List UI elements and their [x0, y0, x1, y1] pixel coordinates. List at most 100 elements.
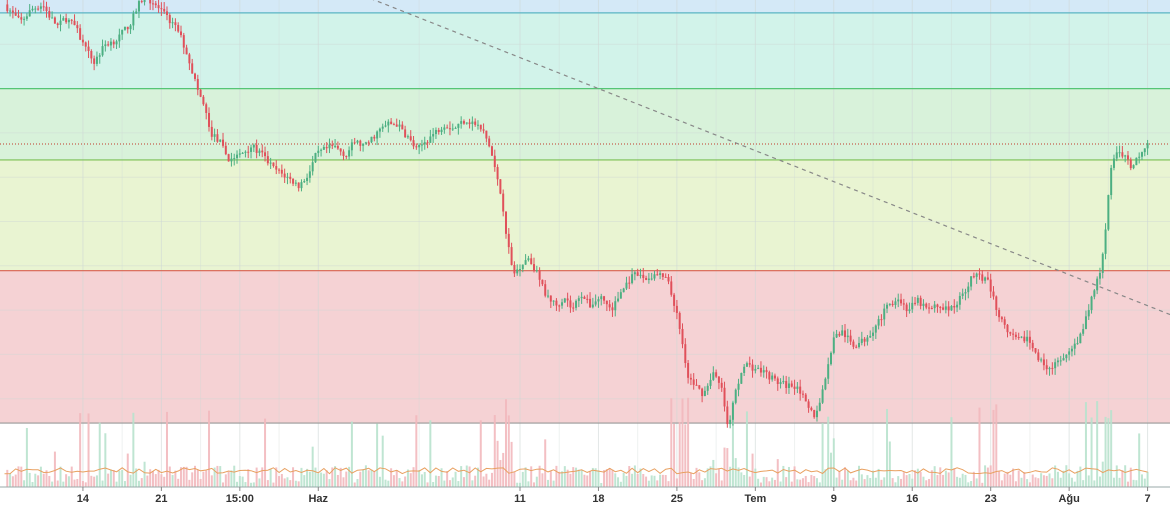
candle-body-73[interactable]	[210, 126, 213, 137]
candle-body-46[interactable]	[135, 11, 138, 14]
candle-body-241[interactable]	[681, 328, 684, 345]
candle-body-44[interactable]	[129, 25, 132, 30]
candle-body-403[interactable]	[1135, 157, 1138, 166]
candle-body-229[interactable]	[647, 278, 650, 280]
candle-body-27[interactable]	[81, 39, 84, 43]
candle-body-1[interactable]	[9, 10, 12, 12]
candle-body-312[interactable]	[880, 319, 883, 321]
candle-body-292[interactable]	[824, 378, 827, 390]
candle-body-189[interactable]	[535, 270, 538, 272]
candle-body-388[interactable]	[1093, 290, 1096, 297]
candle-body-157[interactable]	[446, 127, 449, 129]
candle-body-266[interactable]	[751, 364, 754, 371]
candle-body-245[interactable]	[692, 379, 695, 385]
candle-body-161[interactable]	[457, 123, 460, 128]
candle-body-209[interactable]	[591, 304, 594, 308]
candle-body-295[interactable]	[832, 337, 835, 353]
candle-body-56[interactable]	[163, 8, 166, 12]
candle-body-316[interactable]	[891, 303, 894, 306]
candle-body-205[interactable]	[580, 296, 583, 299]
candle-body-397[interactable]	[1118, 152, 1121, 154]
candle-body-253[interactable]	[715, 372, 718, 377]
candle-body-43[interactable]	[126, 26, 129, 30]
candle-body-20[interactable]	[62, 18, 65, 21]
candle-body-12[interactable]	[39, 6, 42, 9]
candle-body-344[interactable]	[970, 276, 973, 287]
candle-body-76[interactable]	[219, 139, 222, 142]
candle-body-244[interactable]	[689, 377, 692, 380]
candle-body-102[interactable]	[292, 178, 295, 184]
candle-body-392[interactable]	[1104, 229, 1107, 254]
candle-body-390[interactable]	[1098, 272, 1101, 279]
candle-body-274[interactable]	[773, 375, 776, 379]
candle-body-4[interactable]	[17, 15, 20, 18]
candle-body-109[interactable]	[311, 162, 314, 172]
candle-body-84[interactable]	[241, 152, 244, 154]
candle-body-348[interactable]	[981, 274, 984, 281]
candle-body-263[interactable]	[743, 366, 746, 373]
candle-body-195[interactable]	[552, 300, 555, 302]
candle-body-71[interactable]	[205, 104, 208, 113]
candle-body-277[interactable]	[782, 381, 785, 383]
candle-body-63[interactable]	[182, 35, 185, 48]
candle-body-324[interactable]	[914, 302, 917, 304]
candle-body-369[interactable]	[1040, 359, 1043, 361]
candle-body-77[interactable]	[222, 139, 225, 146]
candle-body-265[interactable]	[748, 363, 751, 365]
candle-body-301[interactable]	[849, 335, 852, 342]
candle-body-307[interactable]	[866, 337, 869, 342]
candle-body-380[interactable]	[1070, 348, 1073, 352]
candle-body-254[interactable]	[717, 376, 720, 383]
candle-body-220[interactable]	[622, 288, 625, 293]
candle-body-225[interactable]	[636, 272, 639, 276]
candle-body-47[interactable]	[137, 1, 140, 12]
candle-body-293[interactable]	[827, 364, 830, 379]
candle-body-243[interactable]	[687, 362, 690, 378]
candle-body-362[interactable]	[1020, 336, 1023, 338]
candle-body-288[interactable]	[813, 409, 816, 418]
candle-body-187[interactable]	[530, 258, 533, 265]
candle-body-354[interactable]	[998, 309, 1001, 318]
candle-body-400[interactable]	[1126, 155, 1129, 160]
candle-body-156[interactable]	[443, 127, 446, 130]
candle-body-246[interactable]	[695, 384, 698, 386]
candle-body-151[interactable]	[429, 136, 432, 143]
candle-body-13[interactable]	[42, 6, 45, 8]
candle-body-285[interactable]	[804, 394, 807, 402]
candle-body-257[interactable]	[726, 406, 729, 425]
candle-body-127[interactable]	[362, 143, 365, 146]
candle-body-385[interactable]	[1084, 316, 1087, 330]
candle-body-335[interactable]	[944, 306, 947, 310]
candle-body-57[interactable]	[165, 11, 168, 16]
candle-body-259[interactable]	[731, 402, 734, 420]
candle-body-226[interactable]	[639, 274, 642, 276]
candle-body-300[interactable]	[846, 335, 849, 338]
candle-body-122[interactable]	[348, 150, 351, 157]
candle-body-145[interactable]	[412, 140, 415, 147]
candle-body-364[interactable]	[1026, 336, 1029, 342]
candle-body-142[interactable]	[404, 129, 407, 138]
candle-body-278[interactable]	[785, 381, 788, 389]
candle-body-262[interactable]	[740, 372, 743, 384]
candle-body-294[interactable]	[829, 352, 832, 365]
candle-body-287[interactable]	[810, 407, 813, 410]
candle-body-10[interactable]	[34, 8, 37, 10]
candle-body-237[interactable]	[670, 281, 673, 295]
candle-body-107[interactable]	[306, 177, 309, 182]
candle-body-315[interactable]	[888, 303, 891, 305]
candle-body-323[interactable]	[911, 302, 914, 310]
candle-body-174[interactable]	[493, 155, 496, 168]
candle-body-309[interactable]	[872, 332, 875, 336]
candle-body-297[interactable]	[838, 333, 841, 336]
candle-body-18[interactable]	[56, 23, 59, 26]
candle-body-169[interactable]	[479, 124, 482, 130]
candle-body-236[interactable]	[667, 277, 670, 282]
candle-body-228[interactable]	[645, 278, 648, 280]
candle-body-34[interactable]	[101, 46, 104, 56]
candle-body-33[interactable]	[98, 55, 101, 57]
candle-body-180[interactable]	[510, 247, 513, 265]
candle-body-389[interactable]	[1096, 278, 1099, 291]
candle-body-283[interactable]	[799, 386, 802, 394]
candle-body-140[interactable]	[398, 124, 401, 127]
candle-body-216[interactable]	[611, 307, 614, 311]
